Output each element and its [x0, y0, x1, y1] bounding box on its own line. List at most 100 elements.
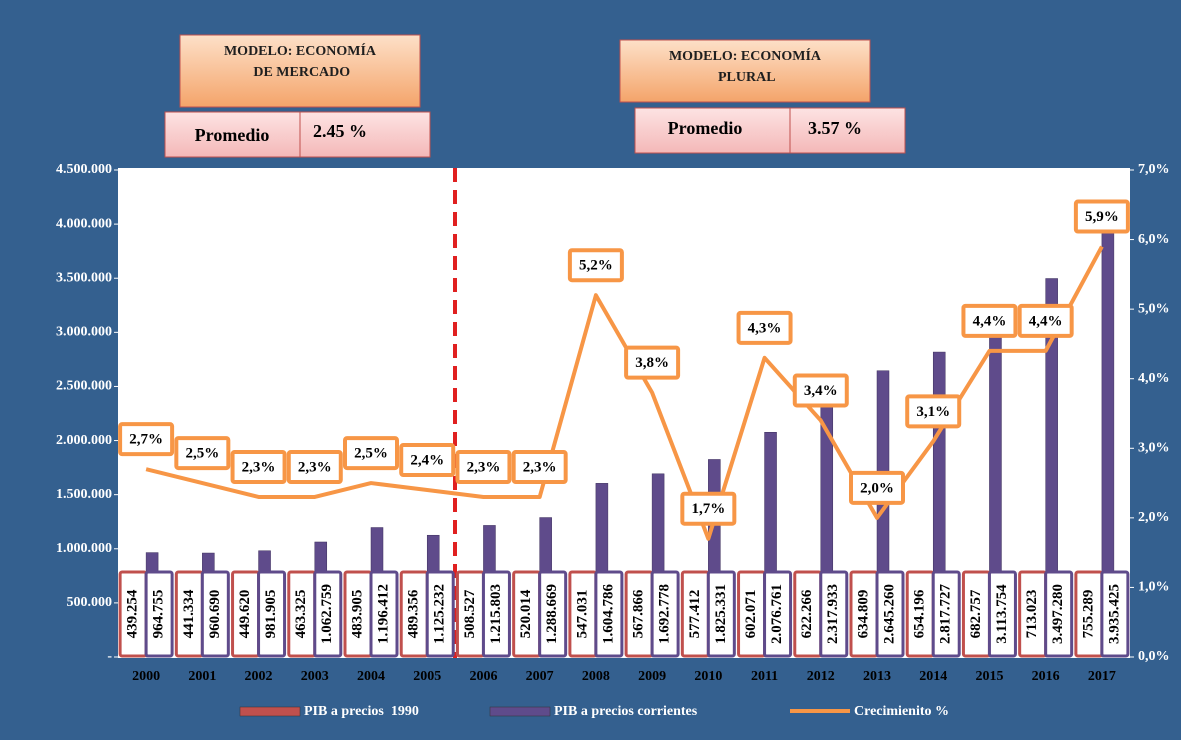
data-label: 654.196: [912, 589, 928, 638]
annotation: Promedio: [195, 125, 270, 145]
data-label: 1.215.803: [488, 584, 504, 644]
data-label: 2.076.761: [769, 584, 785, 644]
label-box: [511, 449, 568, 484]
label-box: [118, 422, 175, 457]
label-box: [961, 303, 1018, 338]
y-tick-label: 3.500.000: [56, 270, 112, 285]
data-label: 439.254: [125, 589, 141, 638]
y-tick-label: 2.000.000: [56, 433, 112, 448]
data-label: 3.935.425: [1106, 584, 1122, 644]
data-label: 2.817.727: [938, 584, 954, 645]
label-box: [624, 345, 681, 380]
label-box: [706, 570, 736, 658]
data-label: 1,7%: [691, 501, 725, 517]
label-box: [399, 443, 456, 478]
label-box: [875, 570, 905, 658]
label-box: [905, 394, 962, 429]
y-tick-label: 1.500.000: [56, 487, 112, 502]
label-box: [650, 570, 680, 658]
x-tick-label: 2008: [582, 669, 610, 684]
data-label: 4,4%: [973, 313, 1007, 329]
data-label: 2,3%: [523, 459, 557, 475]
data-label: 567.866: [631, 589, 647, 638]
annotation-box: [179, 34, 421, 108]
x-tick-label: 2012: [807, 669, 835, 684]
legend-swatch: [239, 706, 301, 717]
label-box: [763, 570, 793, 658]
label-box: [736, 310, 793, 345]
x-tick-label: 2005: [413, 669, 441, 684]
data-label: 981.905: [263, 590, 279, 639]
x-tick-label: 2013: [863, 669, 891, 684]
data-label: 463.325: [293, 590, 309, 639]
label-box: [1017, 303, 1074, 338]
x-tick-label: 2016: [1032, 669, 1060, 684]
label-box: [481, 570, 511, 658]
data-label: 520.014: [518, 589, 534, 638]
annotation-box: [789, 107, 906, 154]
plot-area: [118, 168, 1130, 658]
label-box: [931, 570, 961, 658]
data-label: 634.809: [855, 590, 871, 639]
data-label: 2,3%: [467, 459, 501, 475]
y2-tick-label: 4,0%: [1138, 371, 1170, 386]
label-box: [369, 570, 399, 658]
y-tick-label: 1.000.000: [56, 541, 112, 556]
x-tick-label: 2011: [751, 669, 778, 684]
data-label: 2,7%: [129, 432, 163, 448]
data-label: 2,5%: [354, 446, 388, 462]
data-label: 3,8%: [635, 355, 669, 371]
data-label: 547.031: [574, 590, 590, 639]
data-label: 2,4%: [410, 452, 444, 468]
data-label: 483.905: [349, 590, 365, 639]
y2-tick-label: 6,0%: [1138, 232, 1170, 247]
annotation-box: [299, 111, 431, 158]
data-label: 2.317.933: [825, 584, 841, 644]
x-tick-label: 2009: [638, 669, 666, 684]
label-box: [567, 248, 624, 283]
label-box: [343, 436, 399, 471]
legend-label: PIB a precios corrientes: [554, 704, 698, 719]
label-box: [286, 449, 343, 484]
label-box: [425, 570, 455, 658]
x-tick-label: 2000: [132, 669, 160, 684]
data-label: 2,3%: [298, 459, 332, 475]
data-label: 508.527: [462, 589, 478, 638]
data-label: 2,0%: [860, 480, 894, 496]
label-box: [174, 436, 231, 471]
label-box: [313, 570, 343, 658]
label-box: [1044, 570, 1074, 658]
data-label: 3,4%: [804, 383, 838, 399]
label-box: [987, 570, 1017, 658]
label-box: [230, 449, 287, 484]
data-label: 682.757: [968, 589, 984, 638]
data-label: 2,5%: [185, 446, 219, 462]
label-box: [144, 570, 174, 658]
x-tick-label: 2015: [975, 669, 1003, 684]
data-label: 5,2%: [579, 258, 613, 274]
data-label: 3.113.754: [994, 584, 1010, 644]
data-label: 1.692.778: [657, 584, 673, 644]
x-tick-label: 2003: [301, 669, 329, 684]
annotation-box: [634, 107, 791, 154]
data-label: 449.620: [237, 590, 253, 639]
annotation: Promedio: [668, 118, 743, 138]
label-box: [819, 570, 849, 658]
annotation-box: [619, 39, 871, 103]
y2-tick-label: 1,0%: [1138, 580, 1170, 595]
label-box: [1073, 199, 1130, 234]
label-box: [594, 570, 624, 658]
y2-tick-label: 0,0%: [1138, 649, 1170, 664]
y2-tick-label: 3,0%: [1138, 441, 1170, 456]
legend-swatch: [489, 706, 551, 717]
data-label: 577.412: [687, 590, 703, 639]
data-label: 441.334: [181, 589, 197, 638]
label-box: [257, 570, 287, 658]
data-label: 3.497.280: [1050, 584, 1066, 644]
data-label: 5,9%: [1085, 209, 1119, 225]
data-label: 3,1%: [916, 404, 950, 420]
y2-tick-label: 5,0%: [1138, 301, 1170, 316]
y-tick-label: 4.000.000: [56, 216, 112, 231]
data-label: 2.645.260: [881, 584, 897, 644]
